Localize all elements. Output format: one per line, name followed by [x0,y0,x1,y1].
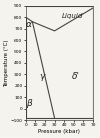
Text: δ': δ' [72,72,80,81]
Text: α: α [26,20,32,29]
Text: Liquid: Liquid [62,13,84,19]
X-axis label: Pressure (kbar): Pressure (kbar) [38,129,80,134]
Text: β: β [26,99,31,108]
Text: γ: γ [39,72,45,81]
Y-axis label: Temperature (°C): Temperature (°C) [4,39,9,87]
